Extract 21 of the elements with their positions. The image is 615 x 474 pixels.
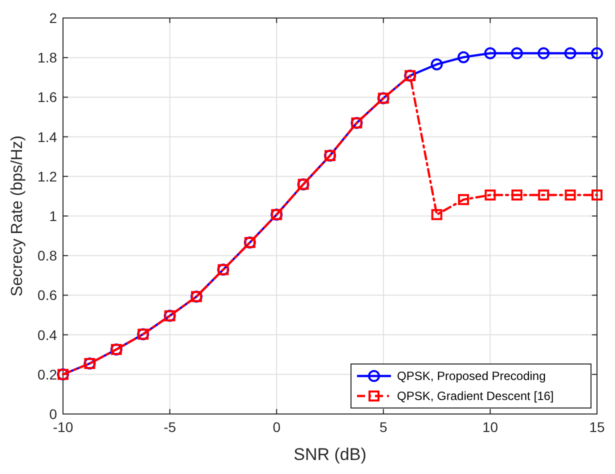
y-tick-label: 2 xyxy=(49,10,58,26)
y-axis-title: Secrecy Rate (bps/Hz) xyxy=(9,136,26,296)
y-tick-label: 1.6 xyxy=(38,89,58,106)
x-axis-title: SNR (dB) xyxy=(294,445,366,464)
x-tick-label: 15 xyxy=(589,419,605,435)
legend-label: QPSK, Proposed Precoding xyxy=(397,369,546,383)
legend-label: QPSK, Gradient Descent [16] xyxy=(397,389,554,403)
y-tick-label: 0.6 xyxy=(38,287,58,304)
y-tick-label: 0 xyxy=(49,406,58,422)
y-tick-label: 0.8 xyxy=(38,248,58,264)
x-tick-label: 0 xyxy=(272,419,281,435)
y-tick-label: 1 xyxy=(49,208,58,224)
x-tick-label: 10 xyxy=(482,419,498,435)
y-tick-label: 1.4 xyxy=(38,128,58,145)
y-tick-label: 0.2 xyxy=(38,366,58,382)
y-tick-label: 1.8 xyxy=(38,50,58,66)
x-tick-label: -10 xyxy=(52,419,74,435)
x-tick-label: -5 xyxy=(164,419,176,435)
y-tick-label: 1.2 xyxy=(38,168,58,184)
y-tick-label: 0.4 xyxy=(38,326,58,343)
x-tick-label: 5 xyxy=(380,419,388,435)
